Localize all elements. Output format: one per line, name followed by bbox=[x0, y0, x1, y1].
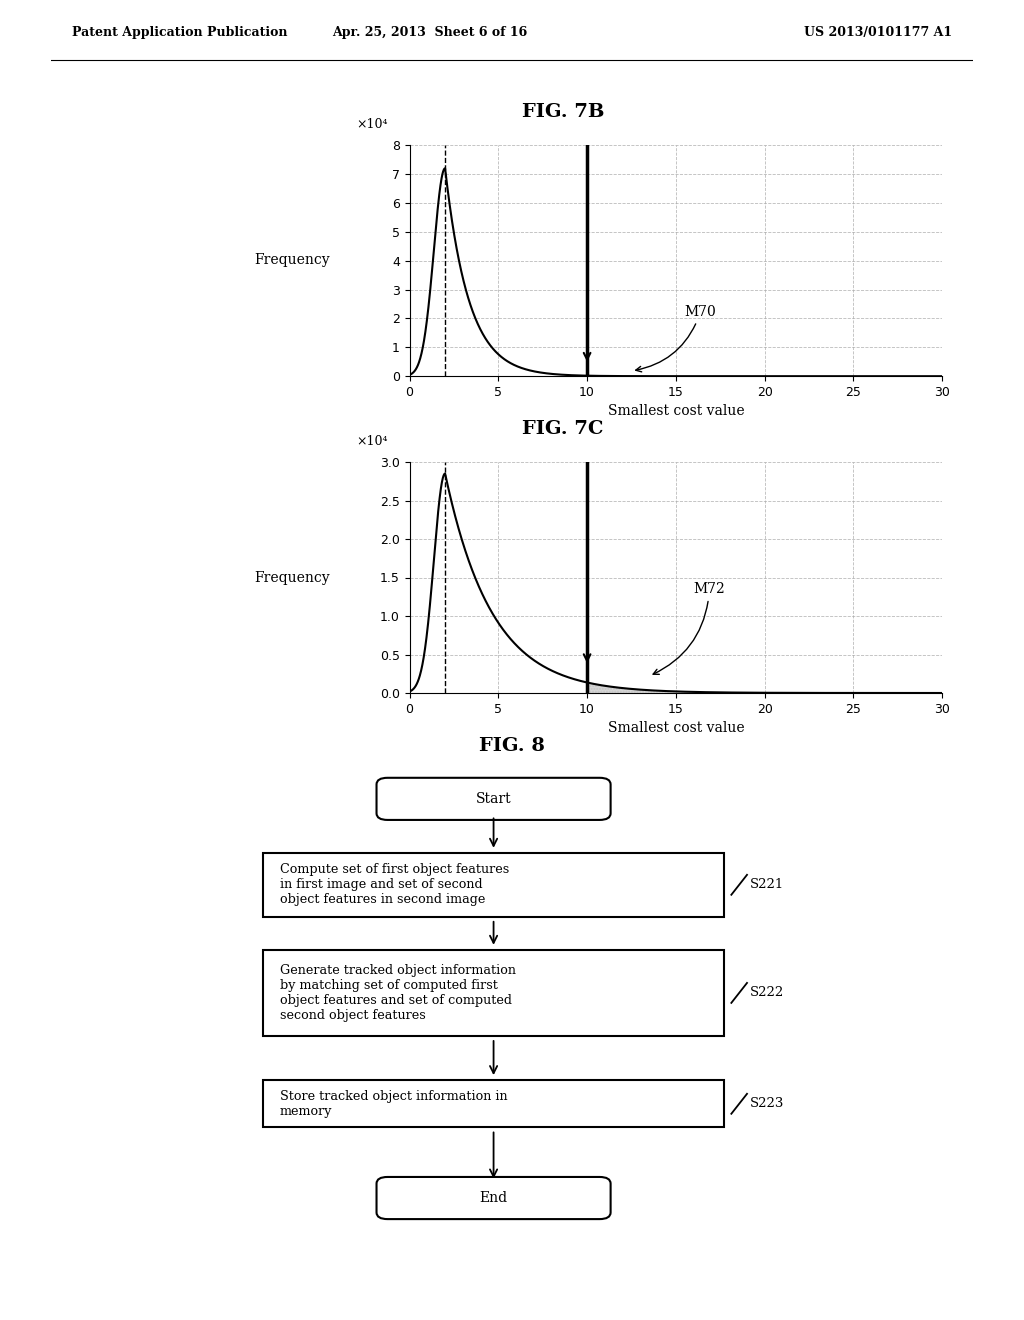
Bar bbox=[263, 853, 724, 916]
Text: Generate tracked object information
by matching set of computed first
object fea: Generate tracked object information by m… bbox=[280, 964, 516, 1022]
Text: Apr. 25, 2013  Sheet 6 of 16: Apr. 25, 2013 Sheet 6 of 16 bbox=[333, 26, 527, 38]
X-axis label: Smallest cost value: Smallest cost value bbox=[607, 721, 744, 735]
Text: FIG. 8: FIG. 8 bbox=[479, 737, 545, 755]
Text: Frequency: Frequency bbox=[254, 253, 330, 267]
Text: S222: S222 bbox=[750, 986, 784, 999]
FancyBboxPatch shape bbox=[377, 1177, 610, 1220]
Text: End: End bbox=[479, 1191, 508, 1205]
Text: Store tracked object information in
memory: Store tracked object information in memo… bbox=[280, 1090, 507, 1118]
Text: Frequency: Frequency bbox=[254, 572, 330, 585]
Text: ×10⁴: ×10⁴ bbox=[356, 119, 388, 132]
Text: M70: M70 bbox=[636, 305, 717, 372]
Text: FIG. 7B: FIG. 7B bbox=[522, 103, 604, 121]
Text: US 2013/0101177 A1: US 2013/0101177 A1 bbox=[804, 26, 952, 38]
Text: S223: S223 bbox=[750, 1097, 784, 1110]
Text: FIG. 7C: FIG. 7C bbox=[522, 420, 604, 438]
Bar bbox=[263, 950, 724, 1036]
Text: M72: M72 bbox=[653, 582, 725, 675]
Text: Start: Start bbox=[476, 792, 511, 807]
Text: S221: S221 bbox=[750, 878, 784, 891]
Bar bbox=[263, 1080, 724, 1127]
Text: Compute set of first object features
in first image and set of second
object fea: Compute set of first object features in … bbox=[280, 863, 509, 907]
Text: Patent Application Publication: Patent Application Publication bbox=[72, 26, 287, 38]
FancyBboxPatch shape bbox=[377, 777, 610, 820]
Text: ×10⁴: ×10⁴ bbox=[356, 436, 388, 449]
X-axis label: Smallest cost value: Smallest cost value bbox=[607, 404, 744, 418]
